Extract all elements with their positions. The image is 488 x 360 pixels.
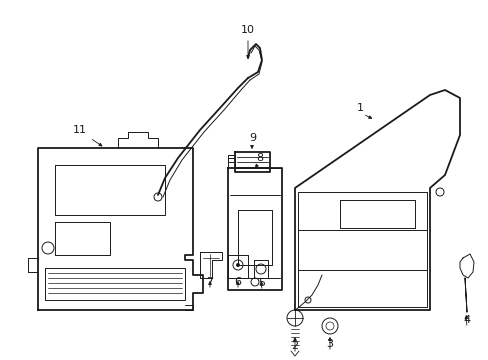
Text: 5: 5 (258, 278, 265, 288)
Text: 3: 3 (326, 339, 333, 349)
Text: 4: 4 (463, 315, 469, 325)
Text: 7: 7 (206, 277, 213, 287)
Text: 11: 11 (73, 125, 87, 135)
Text: 6: 6 (234, 277, 241, 287)
Circle shape (236, 263, 240, 267)
Text: 9: 9 (249, 133, 256, 143)
Text: 10: 10 (241, 25, 254, 35)
Text: 1: 1 (356, 103, 363, 113)
Text: 2: 2 (291, 341, 298, 351)
Text: 8: 8 (256, 153, 263, 163)
